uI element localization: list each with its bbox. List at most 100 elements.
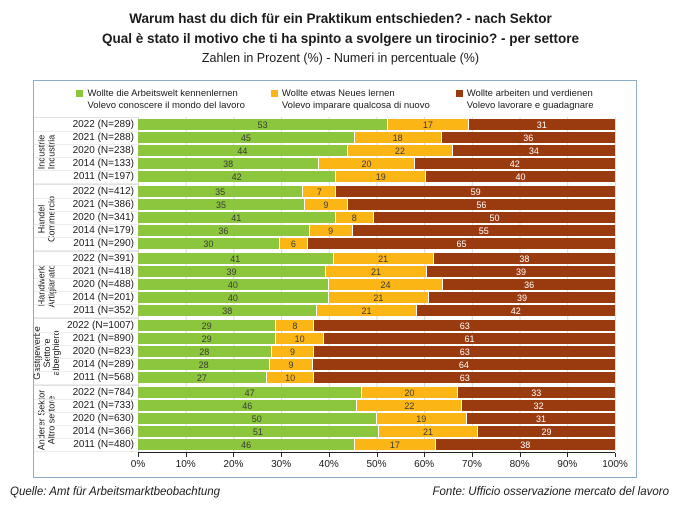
stacked-bar: 50 19 31 (138, 413, 615, 424)
stacked-bar: 40 24 36 (138, 279, 615, 290)
bar-row: 2011 (N=352) 38 21 42 (34, 305, 636, 318)
bar-segment-brown: 63 (314, 320, 615, 331)
stacked-bar: 46 17 38 (138, 439, 615, 450)
bar-segment-green: 51 (138, 426, 379, 437)
axis-tick (138, 453, 139, 457)
chart-body: Industrie Industria 2022 (N=289) 53 17 31 202… (32, 117, 636, 475)
axis-tick-label: 80% (509, 459, 530, 470)
stacked-bar: 41 21 38 (138, 253, 615, 264)
chart-title-de: Warum hast du dich für ein Praktikum ent… (129, 11, 552, 26)
row-label: 2022 (N=412) (72, 186, 134, 197)
chart-groups: Industrie Industria 2022 (N=289) 53 17 31 202… (32, 117, 636, 452)
bar-segment-green: 30 (138, 238, 280, 249)
bar-segment-yellow: 19 (336, 171, 427, 182)
bar-segment-green: 46 (138, 400, 358, 411)
legend-item-know-work: Wollte die Arbeitswelt kennenlernen Vole… (76, 88, 245, 115)
sector-group: Gastgewerbe Settore alberghiero 2022 (N=1… (32, 318, 636, 385)
axis-tick-label: 30% (271, 459, 292, 470)
bar-row: 2020 (N=823) 28 9 63 (34, 346, 636, 359)
bar-row: 2014 (N=201) 40 21 39 (34, 292, 636, 305)
row-label: 2020 (N=341) (72, 212, 134, 223)
bar-segment-yellow: 22 (347, 145, 453, 156)
stacked-bar: 30 6 65 (138, 238, 615, 249)
bar-segment-brown: 38 (433, 253, 615, 264)
bar-segment-green: 35 (138, 186, 304, 197)
sector-label-text: Industrie Industria (36, 134, 57, 169)
bar-segment-green: 36 (138, 225, 310, 236)
legend-label-it: Volevo lavorare e guadagnare (466, 100, 594, 111)
axis-tick-label: 90% (557, 459, 578, 470)
bar-segment-green: 42 (138, 171, 337, 182)
bar-segment-yellow: 21 (328, 292, 429, 303)
row-label: 2014 (N=289) (72, 359, 134, 370)
bar-segment-yellow: 8 (335, 212, 375, 223)
row-label: 2011 (N=352) (73, 305, 134, 316)
stacked-bar: 41 8 50 (138, 212, 615, 223)
bar-segment-yellow: 10 (266, 372, 315, 383)
bar-segment-brown: 29 (478, 426, 615, 437)
sector-rows: 2022 (N=784) 47 20 33 2021 (N=733) 46 22 32 2020… (34, 387, 636, 452)
bar-row: 2022 (N=289) 53 17 31 (34, 119, 636, 132)
bar-segment-yellow: 9 (270, 359, 313, 370)
sector-group: Handwerk Artigianato 2022 (N=391) 41 21 38 20… (34, 251, 636, 318)
legend-label-de: Wollte etwas Neues lernen (281, 88, 395, 99)
axis-tick-label: 0% (130, 459, 146, 470)
bar-row: 2014 (N=179) 36 9 55 (34, 225, 636, 238)
bar-segment-green: 47 (138, 387, 363, 398)
bar-segment-yellow: 19 (376, 413, 468, 424)
axis-tick (471, 453, 473, 457)
source-de: Quelle: Amt für Arbeitsmarktbeobachtung (10, 486, 221, 498)
axis-tick (424, 453, 426, 457)
axis-tick-label: 70% (461, 459, 482, 470)
stacked-bar: 40 21 39 (138, 292, 615, 303)
sector-label: Handwerk Artigianato (34, 253, 60, 318)
footer: Quelle: Amt für Arbeitsmarktbeobachtung … (10, 486, 669, 498)
axis-tick (376, 453, 378, 457)
axis-tick-label: 60% (414, 459, 435, 470)
bar-row: 2014 (N=133) 38 20 42 (34, 158, 636, 171)
bar-row: 2022 (N=784) 47 20 33 (34, 387, 636, 400)
bar-segment-brown: 64 (312, 359, 615, 370)
bar-segment-brown: 55 (352, 225, 615, 236)
bar-segment-brown: 31 (468, 119, 615, 130)
bar-segment-green: 41 (138, 253, 334, 264)
axis-tick-label: 10% (175, 459, 196, 470)
bar-segment-brown: 56 (347, 199, 615, 210)
bar-segment-yellow: 17 (355, 439, 436, 450)
legend-label-de: Wollte die Arbeitswelt kennenlernen (87, 88, 238, 99)
legend-item-learn-new: Wollte etwas Neues lernen Volevo imparar… (270, 88, 430, 115)
legend-item-work-earn: Wollte arbeiten und verdienen Volevo lav… (455, 88, 594, 115)
stacked-bar: 36 9 55 (138, 225, 615, 236)
row-label: 2022 (N=391) (72, 253, 134, 264)
bar-segment-brown: 39 (428, 292, 615, 303)
chart-title-block: Warum hast du dich für ein Praktikum ent… (0, 0, 681, 68)
stacked-bar: 51 21 29 (138, 426, 615, 437)
bar-segment-brown: 31 (467, 413, 615, 424)
row-label: 2022 (N=289) (72, 119, 134, 130)
row-label: 2020 (N=488) (72, 279, 134, 290)
legend-label-it: Volevo imparare qualcosa di nuovo (281, 100, 430, 111)
chart-legend: Wollte die Arbeitswelt kennenlernen Vole… (34, 81, 636, 115)
axis-tick (328, 453, 330, 457)
sector-label: Handel Commercio (34, 186, 60, 251)
stacked-bar: 39 21 39 (138, 266, 615, 277)
bar-row: 2021 (N=418) 39 21 39 (34, 266, 636, 279)
stacked-bar: 28 9 63 (138, 346, 615, 357)
row-label: 2022 (N=784) (72, 387, 134, 398)
stacked-bar: 38 21 42 (138, 305, 615, 316)
sector-label: Industrie Industria (34, 119, 60, 184)
legend-label: Wollte die Arbeitswelt kennenlernen Vole… (87, 88, 244, 115)
stacked-bar: 29 10 61 (138, 333, 615, 344)
legend-swatch-brown-icon (455, 90, 463, 97)
stacked-bar: 35 7 59 (138, 186, 615, 197)
legend-swatch-yellow-icon (270, 90, 278, 97)
legend-label-de: Wollte arbeiten und verdienen (466, 88, 593, 99)
row-label: 2021 (N=418) (72, 266, 134, 277)
bar-segment-yellow: 21 (333, 253, 434, 264)
bar-segment-brown: 63 (314, 346, 615, 357)
stacked-bar: 29 8 63 (138, 320, 615, 331)
bar-segment-brown: 65 (308, 238, 615, 249)
row-label: 2021 (N=890) (72, 333, 134, 344)
sector-group: Anderer Sektor Altro settore 2022 (N=784)… (34, 385, 636, 452)
sector-label: Gastgewerbe Settore alberghiero (32, 320, 61, 385)
